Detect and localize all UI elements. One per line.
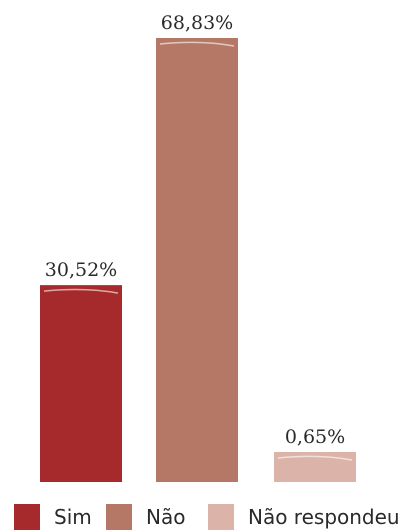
legend-swatch-nao xyxy=(106,504,132,530)
bar-texture-nao-respondeu xyxy=(277,455,353,461)
legend-swatch-nao-respondeu xyxy=(208,504,234,530)
data-label-nao-respondeu: 0,65% xyxy=(285,426,345,448)
legend: Sim Não Não respondeu xyxy=(0,502,408,532)
legend-item-nao-respondeu: Não respondeu xyxy=(208,504,400,530)
legend-label-nao-respondeu: Não respondeu xyxy=(248,505,400,529)
legend-label-sim: Sim xyxy=(54,505,92,529)
legend-swatch-sim xyxy=(14,504,40,530)
legend-label-nao: Não xyxy=(146,505,186,529)
bar-nao xyxy=(156,38,238,482)
data-label-sim: 30,52% xyxy=(45,259,117,281)
bar-texture-nao xyxy=(159,41,235,47)
bar-sim xyxy=(40,285,122,482)
legend-item-nao: Não xyxy=(106,504,185,530)
bar-texture-sim xyxy=(43,288,119,294)
data-label-nao: 68,83% xyxy=(161,12,233,34)
legend-item-sim: Sim xyxy=(14,504,92,530)
